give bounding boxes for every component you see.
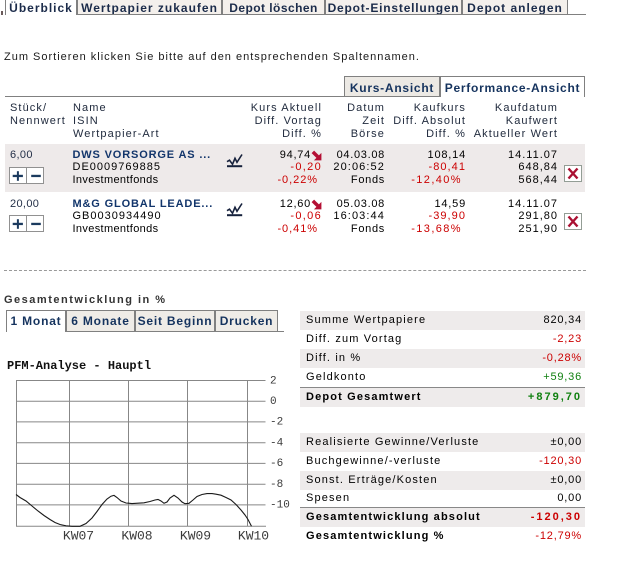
svg-text:-6: -6 <box>270 458 283 470</box>
svg-text:0: 0 <box>270 396 277 408</box>
svg-text:KW09: KW09 <box>180 529 211 544</box>
svg-text:KW10: KW10 <box>238 529 269 544</box>
svg-text:-4: -4 <box>270 438 284 450</box>
svg-text:KW08: KW08 <box>121 529 152 544</box>
svg-text:-2: -2 <box>270 417 283 429</box>
svg-text:-10: -10 <box>270 500 290 512</box>
svg-text:-8: -8 <box>270 479 283 491</box>
svg-text:KW07: KW07 <box>63 529 94 544</box>
svg-text:2: 2 <box>270 375 277 387</box>
